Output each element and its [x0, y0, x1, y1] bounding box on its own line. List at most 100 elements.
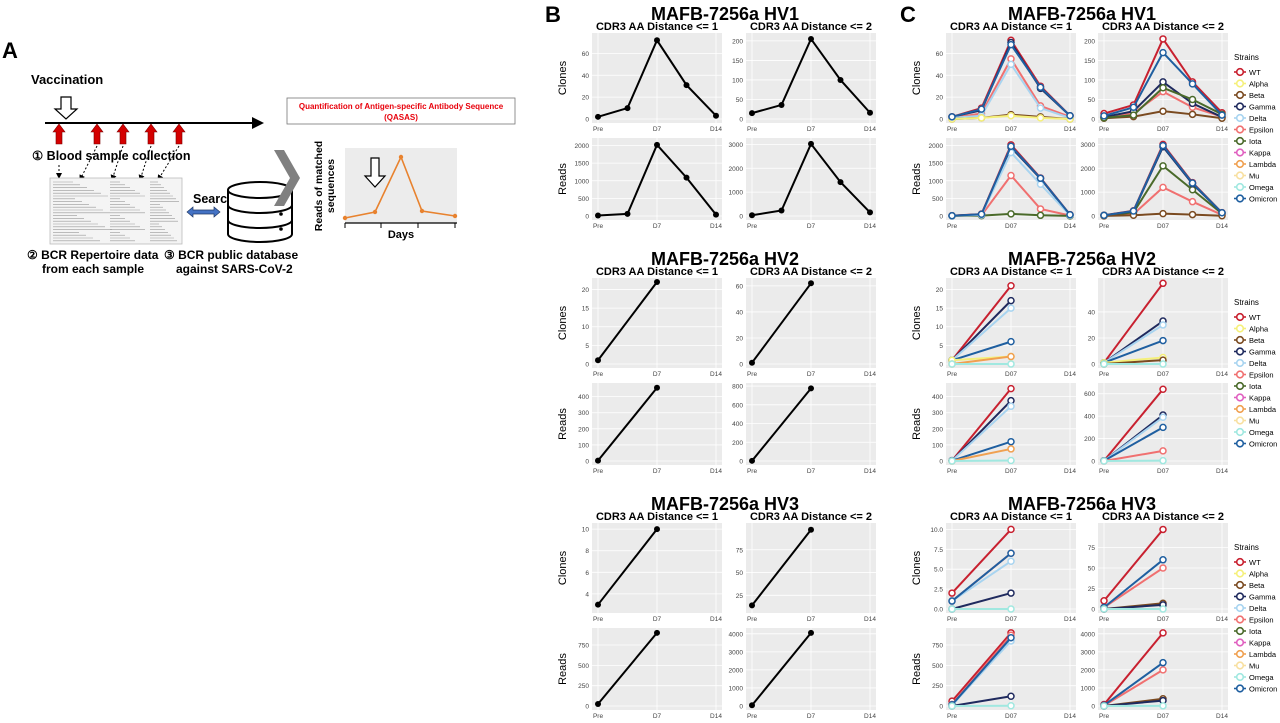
row-label: Clones — [911, 550, 923, 585]
series-line — [1103, 388, 1164, 462]
y-tick-label: 50 — [1088, 566, 1096, 573]
series-line — [951, 355, 1012, 365]
data-point — [749, 602, 755, 609]
vaccination-label: Vaccination — [31, 72, 103, 87]
data-point — [713, 112, 719, 119]
step2-label-line2: from each sample — [42, 262, 144, 276]
data-point — [1129, 207, 1138, 215]
blood-sample-arrows — [52, 123, 186, 145]
legend-key — [1235, 182, 1245, 192]
y-tick-label: 2000 — [1081, 166, 1096, 173]
legend-label: Kappa — [1249, 148, 1272, 157]
legend-key — [1235, 171, 1245, 180]
data-point — [948, 457, 956, 465]
y-tick-label: 400 — [1084, 414, 1095, 421]
legend-title: Strains — [1234, 543, 1259, 552]
x-tick-label: D14 — [1064, 223, 1076, 230]
facet-label: CDR3 AA Distance <= 2 — [750, 21, 872, 33]
facet-label: CDR3 AA Distance <= 1 — [950, 21, 1072, 33]
y-tick-label: 20 — [582, 287, 590, 294]
data-point — [1007, 210, 1015, 218]
legend-key — [1235, 684, 1245, 693]
x-tick-label: D7 — [807, 468, 816, 475]
data-point — [1066, 111, 1074, 120]
chart-C-17: CDR3 AA Distance <= 2 0 20 40 Pre D07 D14 — [1088, 266, 1229, 378]
legend-key — [1235, 661, 1245, 670]
data-point — [749, 110, 755, 117]
data-point — [1159, 35, 1167, 43]
y-tick-label: 400 — [932, 394, 943, 401]
legend-key — [1235, 90, 1245, 100]
red-arrow-icon — [144, 123, 158, 145]
series-line — [751, 282, 812, 364]
data-point — [1036, 211, 1045, 220]
chart-C-18: Reads 0 100 200 300 400 Pre D07 D14 — [911, 383, 1076, 475]
y-tick-label: 1000 — [575, 178, 590, 185]
y-tick-label: 40 — [582, 73, 590, 80]
legend-label: Delta — [1249, 114, 1267, 123]
y-tick-label: 4000 — [1081, 631, 1096, 638]
inset-plot: Days Reads of matched sequences — [313, 141, 458, 241]
x-tick-label: D14 — [864, 126, 876, 133]
legend-key — [1235, 592, 1245, 601]
legend-key — [1235, 416, 1245, 425]
legend-key — [1235, 615, 1245, 624]
data-point — [654, 526, 660, 533]
facet-label: CDR3 AA Distance <= 2 — [750, 511, 872, 523]
y-tick-label: 1500 — [575, 161, 590, 168]
data-point — [1188, 210, 1197, 219]
chevron-right-icon — [274, 150, 300, 206]
x-tick-label: Pre — [947, 126, 958, 133]
y-tick-label: 7.5 — [934, 547, 943, 554]
y-tick-label: 0.0 — [934, 607, 943, 614]
data-point — [867, 209, 873, 216]
data-point — [1129, 111, 1138, 119]
qasas-box — [286, 97, 516, 125]
legend-label: Alpha — [1249, 324, 1269, 333]
data-point — [1159, 605, 1167, 613]
x-tick-label: D07 — [1005, 223, 1017, 230]
legend-key — [1235, 324, 1245, 333]
data-point — [1007, 60, 1015, 69]
x-tick-label: D14 — [864, 371, 876, 378]
facet-label: CDR3 AA Distance <= 2 — [1102, 266, 1224, 278]
row-label: Clones — [911, 305, 923, 340]
y-tick-label: 0 — [1091, 459, 1095, 466]
data-point — [948, 605, 956, 613]
series-line — [951, 307, 1012, 362]
x-tick-label: D14 — [1064, 713, 1076, 720]
series-line — [951, 552, 1012, 602]
legend-key — [1235, 79, 1245, 88]
legend-label: Omega — [1249, 428, 1274, 437]
x-tick-label: Pre — [747, 126, 758, 133]
row-label: Reads — [911, 163, 923, 195]
x-tick-label: D14 — [864, 713, 876, 720]
x-tick-label: Pre — [747, 223, 758, 230]
x-tick-label: Pre — [947, 371, 958, 378]
x-tick-label: D07 — [1005, 371, 1017, 378]
step3-label-line2: against SARS-CoV-2 — [176, 262, 293, 276]
x-tick-label: D14 — [710, 223, 722, 230]
data-point — [1159, 456, 1167, 465]
data-point — [1159, 658, 1167, 667]
y-tick-label: 2000 — [575, 143, 590, 150]
x-tick-label: D07 — [1005, 126, 1017, 133]
x-tick-label: Pre — [1099, 126, 1110, 133]
legend-label: Omega — [1249, 183, 1274, 192]
data-point — [1007, 456, 1015, 465]
y-tick-label: 1000 — [1081, 685, 1096, 692]
x-tick-label: D14 — [1216, 713, 1228, 720]
legend-label: Iota — [1249, 382, 1262, 391]
legend-key — [1235, 358, 1245, 368]
data-point — [808, 280, 814, 287]
y-tick-label: 0 — [939, 362, 943, 369]
data-point — [654, 629, 660, 636]
y-tick-label: 5.0 — [934, 567, 943, 574]
x-tick-label: D07 — [1157, 713, 1169, 720]
series-line — [1103, 282, 1164, 364]
facet-label: CDR3 AA Distance <= 1 — [596, 266, 718, 278]
x-tick-label: D07 — [1157, 616, 1169, 623]
